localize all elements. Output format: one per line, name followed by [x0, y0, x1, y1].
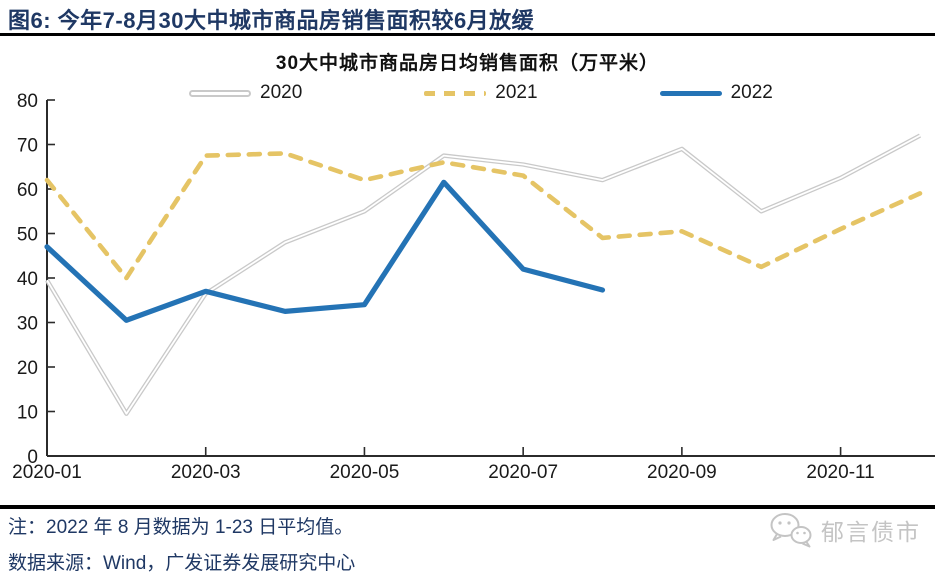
- chart-legend: 2020 2021 2022: [189, 82, 773, 104]
- x-axis-label: 2020-09: [647, 462, 717, 483]
- y-axis-label: 50: [17, 225, 38, 246]
- x-axis-label: 2020-05: [330, 462, 400, 483]
- figure-title: 图6: 今年7-8月30大中城市商品房销售面积较6月放缓: [8, 8, 535, 33]
- legend-label-2021: 2021: [495, 82, 538, 103]
- data-source: 数据来源：Wind，广发证券发展研究中心: [8, 553, 356, 574]
- watermark-label: 郁言债市: [821, 519, 921, 545]
- y-axis-label: 10: [17, 403, 38, 424]
- y-axis-label: 60: [17, 180, 38, 201]
- y-axis-label: 70: [17, 136, 38, 157]
- series-line-2021: [44, 151, 923, 281]
- y-axis-label: 30: [17, 314, 38, 335]
- legend-swatch-2021: [424, 90, 487, 96]
- watermark: 郁言债市: [769, 512, 921, 548]
- y-axis-label: 20: [17, 358, 38, 379]
- y-axis-label: 40: [17, 269, 38, 290]
- legend-item-2021: 2021: [424, 82, 538, 104]
- legend-swatch-2020: [189, 89, 251, 97]
- legend-item-2020: 2020: [189, 82, 302, 104]
- legend-label-2022: 2022: [730, 82, 773, 103]
- y-axis-label: 80: [17, 91, 38, 112]
- x-axis-label: 2020-11: [806, 462, 874, 483]
- series-line-2022: [44, 179, 606, 323]
- wechat-icon: [770, 513, 812, 548]
- y-axis-label: 0: [27, 447, 38, 468]
- series-line-2020-inner: [46, 134, 921, 415]
- footer-divider: [0, 505, 935, 509]
- legend-swatch-2022: [659, 90, 722, 96]
- x-axis-label: 2020-01: [12, 462, 82, 483]
- legend-label-2020: 2020: [260, 82, 303, 103]
- series-line-2020: [45, 133, 922, 416]
- chart-title: 30大中城市商品房日均销售面积（万平米）: [275, 53, 660, 74]
- x-axis-label: 2020-03: [171, 462, 241, 483]
- x-axis-label: 2020-07: [488, 462, 558, 483]
- header-divider: [0, 33, 935, 36]
- chart-note: 注：2022 年 8 月数据为 1-23 日平均值。: [8, 517, 354, 538]
- legend-item-2022: 2022: [659, 82, 773, 104]
- line-chart-plot-area: 0 10 20 30 40 50 60 70 80 2020-01 2020-03 2020-05 20…: [12, 91, 935, 483]
